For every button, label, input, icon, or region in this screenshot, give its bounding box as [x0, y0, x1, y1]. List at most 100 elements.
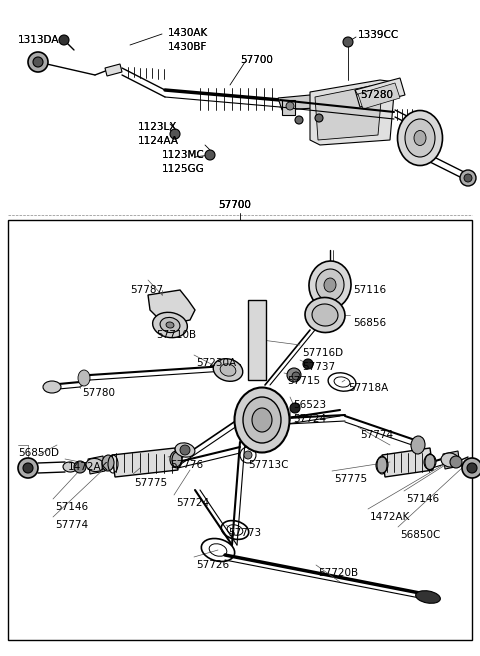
Ellipse shape	[316, 269, 344, 301]
Text: 56523: 56523	[293, 400, 326, 410]
Ellipse shape	[397, 110, 443, 165]
Text: 1123LX: 1123LX	[138, 122, 178, 132]
Text: 56850D: 56850D	[18, 448, 59, 458]
Polygon shape	[310, 80, 395, 145]
Circle shape	[33, 57, 43, 67]
Ellipse shape	[213, 359, 243, 381]
Text: 57718A: 57718A	[348, 383, 388, 393]
Text: 57726: 57726	[196, 560, 229, 570]
Ellipse shape	[324, 278, 336, 292]
Circle shape	[287, 368, 301, 382]
Circle shape	[28, 52, 48, 72]
Text: 1124AA: 1124AA	[138, 136, 179, 146]
Text: 1313DA: 1313DA	[18, 35, 60, 45]
Text: 56856: 56856	[353, 318, 386, 328]
Circle shape	[292, 372, 300, 380]
Ellipse shape	[175, 443, 195, 457]
Ellipse shape	[309, 261, 351, 309]
Ellipse shape	[411, 436, 425, 454]
Polygon shape	[112, 448, 178, 477]
Text: 1125GG: 1125GG	[162, 164, 205, 174]
Text: 57737: 57737	[302, 362, 335, 372]
Circle shape	[295, 116, 303, 124]
Ellipse shape	[416, 590, 440, 604]
Text: 57700: 57700	[240, 55, 273, 65]
Ellipse shape	[160, 318, 180, 333]
Text: 1430BF: 1430BF	[168, 42, 207, 52]
Ellipse shape	[63, 462, 77, 472]
Text: 57775: 57775	[334, 474, 367, 484]
Ellipse shape	[102, 455, 114, 471]
Circle shape	[343, 37, 353, 47]
Polygon shape	[105, 64, 122, 76]
Ellipse shape	[153, 312, 187, 338]
Text: 1339CC: 1339CC	[358, 30, 399, 40]
Ellipse shape	[424, 455, 436, 470]
Ellipse shape	[243, 397, 281, 443]
Text: 57724: 57724	[176, 498, 209, 508]
Text: 1123LX: 1123LX	[138, 122, 178, 132]
Text: 1472AK: 1472AK	[68, 462, 108, 472]
Circle shape	[303, 359, 313, 369]
Circle shape	[467, 463, 477, 473]
Polygon shape	[358, 83, 400, 109]
Text: 1313DA: 1313DA	[18, 35, 60, 45]
Text: 57146: 57146	[55, 502, 88, 512]
Text: 57280: 57280	[360, 90, 393, 100]
Circle shape	[18, 458, 38, 478]
Text: 57710B: 57710B	[156, 330, 196, 340]
Text: 57715: 57715	[287, 376, 320, 386]
Circle shape	[462, 458, 480, 478]
Ellipse shape	[376, 457, 388, 473]
Text: 1123MC: 1123MC	[162, 150, 205, 160]
Text: 57700: 57700	[240, 55, 273, 65]
Circle shape	[244, 451, 252, 459]
Polygon shape	[148, 290, 195, 325]
Polygon shape	[443, 451, 460, 469]
Ellipse shape	[312, 304, 338, 326]
Text: 57774: 57774	[55, 520, 88, 530]
Ellipse shape	[220, 364, 236, 376]
Circle shape	[180, 445, 190, 455]
Text: 57774: 57774	[360, 430, 393, 440]
Text: 57230A: 57230A	[196, 358, 236, 368]
Text: 57724: 57724	[293, 414, 326, 424]
Text: 57787: 57787	[130, 285, 163, 295]
Ellipse shape	[235, 388, 289, 453]
Polygon shape	[315, 86, 382, 140]
Text: 57116: 57116	[353, 285, 386, 295]
Text: 57773: 57773	[228, 528, 261, 538]
Text: 1430AK: 1430AK	[168, 28, 208, 38]
Polygon shape	[355, 78, 405, 107]
Text: 1125GG: 1125GG	[162, 164, 205, 174]
Text: 57720B: 57720B	[318, 568, 358, 578]
Text: 57700: 57700	[218, 200, 251, 210]
Polygon shape	[278, 95, 325, 110]
Text: 1430BF: 1430BF	[168, 42, 207, 52]
Text: 57776: 57776	[170, 460, 203, 470]
Circle shape	[59, 35, 69, 45]
Polygon shape	[10, 350, 440, 635]
Ellipse shape	[305, 297, 345, 333]
Text: 56850C: 56850C	[400, 530, 440, 540]
Circle shape	[205, 150, 215, 160]
Text: 57280: 57280	[360, 90, 393, 100]
Text: 57780: 57780	[82, 388, 115, 398]
Text: 1472AK: 1472AK	[370, 512, 410, 522]
Ellipse shape	[78, 370, 90, 386]
Text: 57700: 57700	[218, 200, 251, 210]
Circle shape	[74, 461, 86, 473]
Circle shape	[315, 114, 323, 122]
Circle shape	[23, 463, 33, 473]
Ellipse shape	[86, 459, 104, 472]
Ellipse shape	[405, 119, 435, 157]
Polygon shape	[88, 456, 105, 474]
Ellipse shape	[166, 322, 174, 328]
Bar	[248, 300, 266, 380]
Ellipse shape	[170, 451, 182, 467]
Text: 57716D: 57716D	[302, 348, 343, 358]
Polygon shape	[282, 100, 295, 115]
Circle shape	[464, 174, 472, 182]
Ellipse shape	[414, 131, 426, 146]
Text: 57700: 57700	[218, 200, 251, 210]
